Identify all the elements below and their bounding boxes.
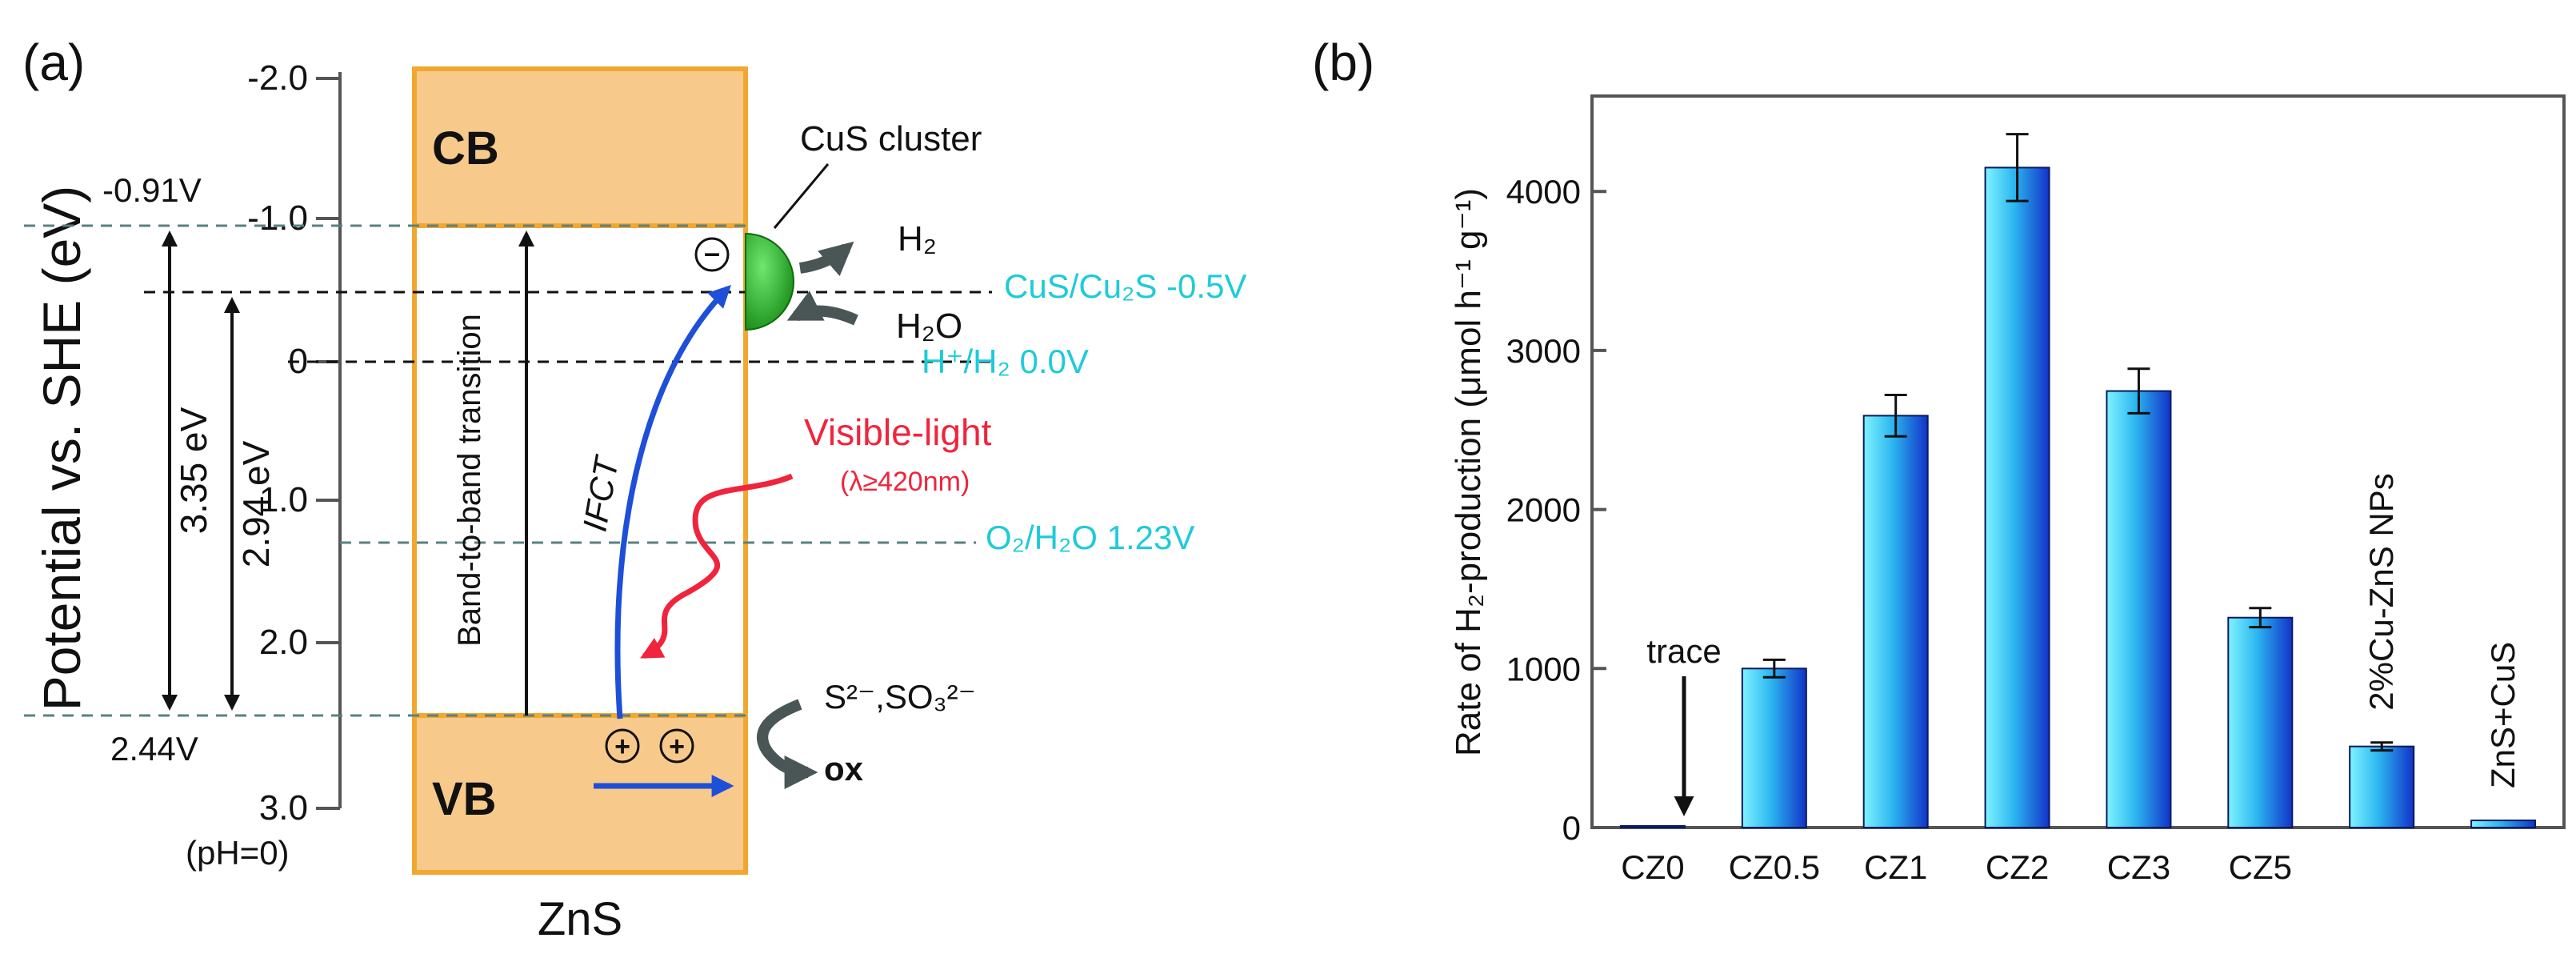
panel-a-band-diagram: (a) -2.0 -1.0 0 1.0 2.0 3.0 Potential vs… [22,34,1246,945]
chart-y-title: Rate of H₂-production (μmol h⁻¹ g⁻¹) [1449,188,1488,756]
band-transition-label: Band-to-band transition [452,314,487,647]
sacrificial-label: S²⁻,SO₃²⁻ [824,678,976,716]
band-tick-label: 2.0 [259,623,308,662]
cb-label: CB [432,122,499,174]
hole-symbol [659,728,694,764]
panel-a-label: (a) [22,34,85,91]
trace-annotation: trace [1646,632,1721,670]
x-tick-label: CZ1 [1864,848,1927,886]
ifct-gap-label: 2.94 eV [235,440,277,567]
y-axis-ticks: 0 1000 2000 3000 4000 [1506,173,1606,847]
hole-symbol [605,728,640,764]
bar [2349,745,2415,829]
ifct-arrow [614,285,731,720]
hole-sign: + [614,732,630,762]
rotated-category-label: 2%Cu-ZnS NPs [2362,473,2400,710]
cb-edge-label: -0.91V [102,171,202,209]
band-tick-label: 1.0 [259,480,308,519]
x-tick-label: CZ2 [1986,848,2049,886]
band-axis-ticks [316,77,340,810]
band-tick-label: -2.0 [247,58,308,98]
bar [1984,166,2050,829]
y-tick-label: 3000 [1506,332,1581,370]
y-tick-label: 4000 [1506,173,1581,210]
energy-level-lines [24,224,992,717]
h-level-label: H⁺/H₂ 0.0V [922,343,1089,380]
bars [1619,133,2537,829]
cus-cluster [745,232,794,331]
wavelength-label: (λ≥420nm) [840,467,970,497]
band-tick-label: -1.0 [247,198,308,238]
cb-band [412,66,748,228]
panel-b-bar-chart: (b) Rate of H₂-production (μmol h⁻¹ g⁻¹)… [1312,34,2566,886]
rotated-category-label: ZnS+CuS [2484,642,2522,788]
cluster-label: CuS cluster [800,119,982,158]
x-tick-label: CZ5 [2229,848,2292,886]
ph-note: (pH=0) [186,834,290,872]
electron-symbol [694,237,730,272]
vb-label: VB [432,773,497,825]
band-gap-label: 3.35 eV [173,407,214,534]
visible-light-label: Visible-light [804,411,992,453]
material-label: ZnS [538,893,622,945]
h2-label: H₂ [898,219,937,259]
band-tick-label: 3.0 [259,788,308,828]
panel-b-label: (b) [1312,34,1374,91]
electron-sign: – [704,236,720,269]
cus-level-label: CuS/Cu₂S -0.5V [1004,267,1246,305]
bar [2227,616,2294,828]
ox-label: ox [824,750,864,788]
cluster-pointer [773,163,830,229]
x-tick-label: CZ0.5 [1729,848,1820,886]
bar [1862,415,1929,828]
bar [2106,390,2172,828]
h2-evolution-arrow [798,241,854,277]
y-tick-label: 0 [1562,809,1581,847]
bar [1619,825,1686,829]
oxidation-arrow [757,699,818,789]
x-tick-label: CZ3 [2107,848,2170,886]
hole-sign: + [669,732,685,762]
bar [2470,820,2537,829]
bar [1741,667,1807,828]
y-tick-label: 2000 [1506,491,1581,529]
chart-frame [1590,94,2566,829]
x-tick-label: CZ0 [1621,848,1684,886]
o2-level-label: O₂/H₂O 1.23V [986,519,1194,556]
vb-edge-label: 2.44V [110,730,198,768]
band-gap-region [412,223,748,718]
h2o-reduction-arrow [786,291,858,326]
band-axis-title: Potential vs. SHE (eV) [32,186,91,711]
y-tick-label: 1000 [1506,650,1581,687]
visible-light-wave [640,473,794,659]
x-axis-labels: CZ0 CZ0.5 CZ1 CZ2 CZ3 CZ5 2%Cu-ZnS NPs ZnS+CuS [1621,473,2522,886]
h2o-label: H₂O [896,307,962,346]
